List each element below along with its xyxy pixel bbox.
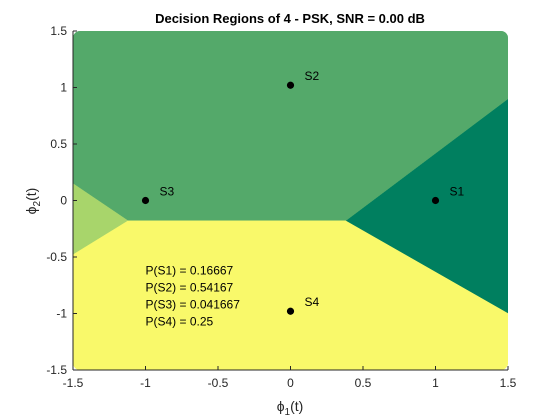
probability-text: P(S2) = 0.54167 (146, 281, 234, 295)
probability-text: P(S1) = 0.16667 (146, 264, 234, 278)
plot-area: S1 S2 S3 S4 (72, 31, 508, 371)
x-axis-label: ϕ1(t) (277, 398, 304, 418)
probability-text: P(S3) = 0.041667 (146, 298, 241, 312)
x-axis-label-sub: 1 (285, 407, 291, 418)
y-tick-label: 1.5 (50, 24, 67, 38)
probability-annotations: P(S1) = 0.16667 P(S2) = 0.54167 P(S3) = 0.… (146, 264, 241, 329)
x-tick-label: 1 (432, 376, 439, 390)
point-label-s4: S4 (305, 295, 320, 309)
x-axis-ticks: -1.5 -1 -0.5 0 0.5 1 1.5 (63, 366, 517, 390)
y-tick-label: 0 (60, 194, 67, 208)
chart-title: Decision Regions of 4 - PSK, SNR = 0.00 … (155, 11, 425, 26)
y-tick-label: 0.5 (50, 137, 67, 151)
point-label-s1: S1 (450, 185, 465, 199)
x-axis-label-base: ϕ (277, 398, 285, 414)
point-s2 (286, 81, 295, 89)
y-tick-label: -1.5 (46, 363, 67, 377)
y-tick-label: -0.5 (46, 250, 67, 264)
x-tick-label: -1.5 (63, 376, 84, 390)
x-tick-label: 1.5 (500, 376, 517, 390)
x-tick-label: 0 (287, 376, 294, 390)
y-tick-label: -1 (56, 307, 67, 321)
probability-text: P(S4) = 0.25 (146, 315, 214, 329)
region-s4 (73, 220, 508, 370)
y-axis-label-base: ϕ (23, 206, 39, 214)
y-axis-label-sub: 2 (32, 200, 43, 206)
y-axis-label-suffix: (t) (23, 188, 39, 201)
x-tick-label: -1 (140, 376, 151, 390)
point-s3 (141, 196, 150, 205)
y-tick-label: 1 (60, 81, 67, 95)
x-tick-label: 0.5 (355, 376, 372, 390)
y-axis-label: ϕ2(t) (23, 188, 43, 215)
point-label-s2: S2 (305, 69, 320, 83)
decision-regions (73, 31, 508, 370)
x-axis-label-suffix: (t) (290, 398, 303, 414)
x-tick-label: -0.5 (208, 376, 229, 390)
point-s1 (431, 196, 440, 205)
point-label-s3: S3 (160, 185, 175, 199)
point-s4 (286, 307, 295, 315)
y-axis-ticks: -1.5 -1 -0.5 0 0.5 1 1.5 (46, 24, 77, 377)
